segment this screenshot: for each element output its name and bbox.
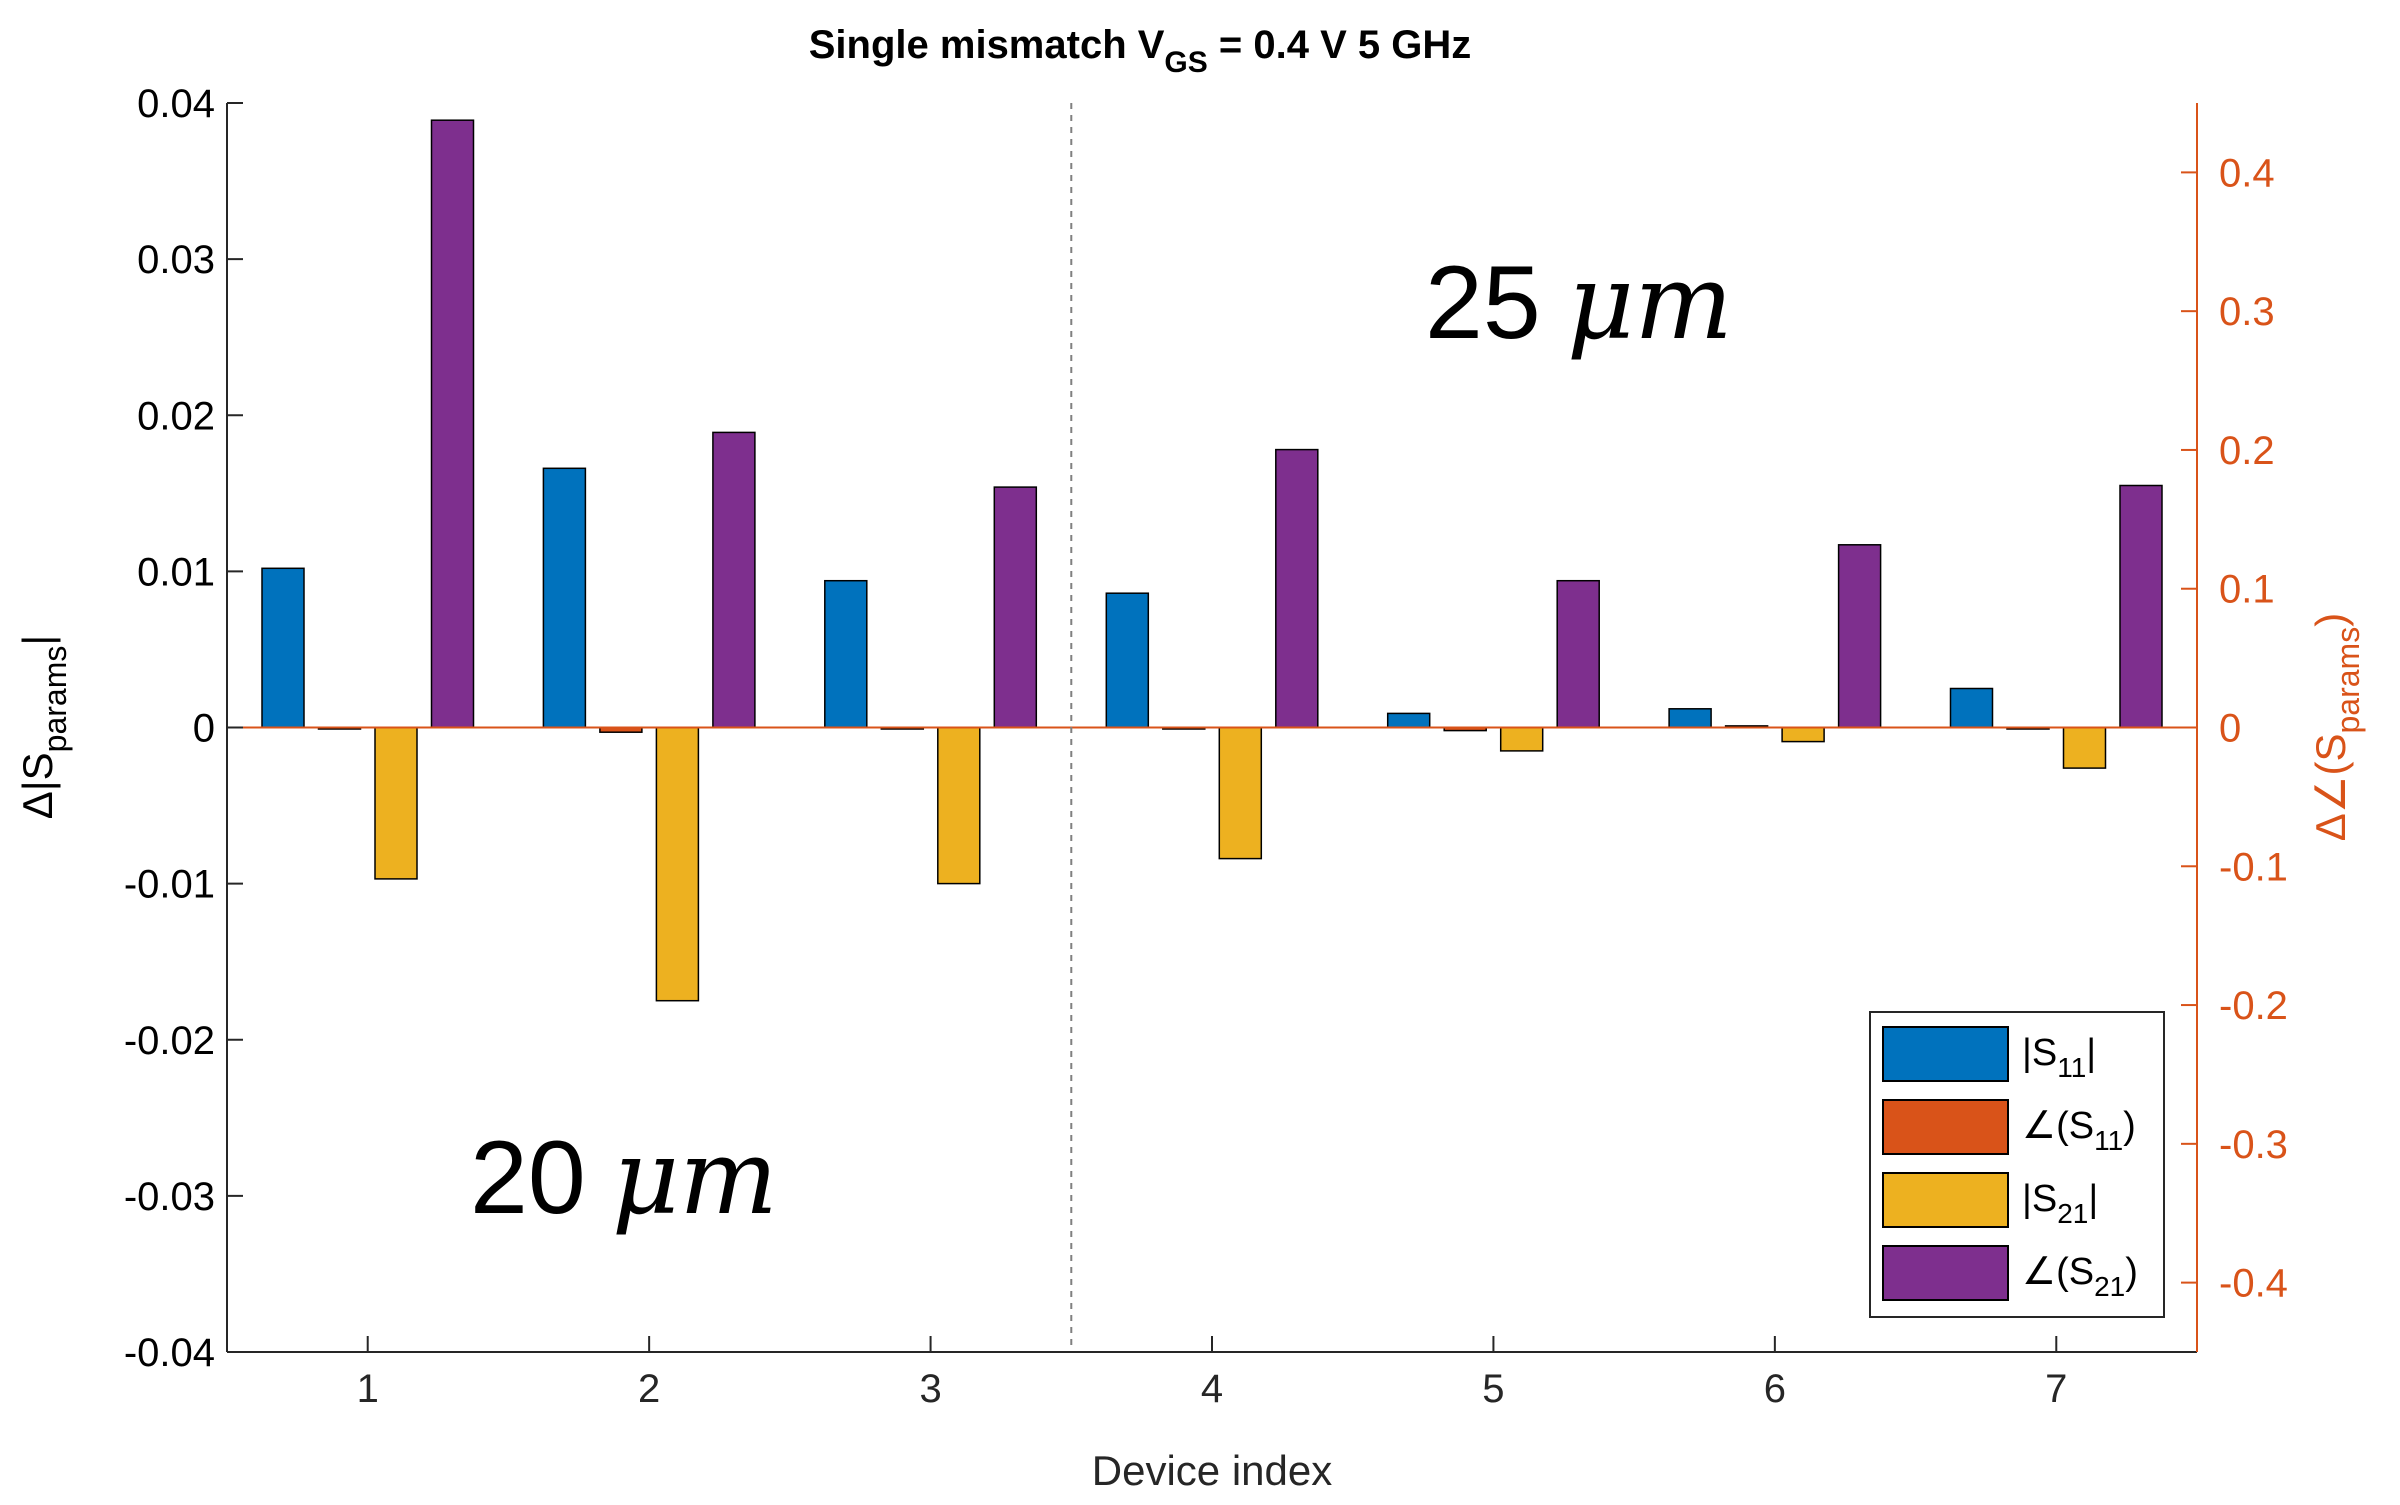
- legend-swatch-s11-phase: [1882, 1099, 2009, 1155]
- legend: |S11| ∠(S11) |S21| ∠(S21): [1869, 1011, 2165, 1318]
- legend-entry-s21-mag: |S21|: [1882, 1172, 2098, 1229]
- y-left-tick-label: -0.02: [124, 1019, 215, 1063]
- x-tick-label: 1: [357, 1367, 379, 1411]
- legend-swatch-s11-mag: [1882, 1026, 2009, 1082]
- bar-s21-device-1: [430, 119, 475, 729]
- bar-s11-device-2: [542, 467, 587, 729]
- y-left-tick-label: 0.01: [137, 550, 215, 594]
- legend-entry-s21-phase: ∠(S21): [1882, 1245, 2138, 1302]
- x-tick-label: 7: [2045, 1367, 2067, 1411]
- legend-swatch-s21-mag: [1882, 1172, 2009, 1228]
- bar-s11-device-1: [261, 567, 305, 729]
- y-right-tick-label: 0.3: [2219, 290, 2275, 334]
- annotation-20um: 20 μm: [470, 1116, 778, 1238]
- legend-label-s21-mag: |S21|: [2022, 1178, 2098, 1229]
- bar-s21-device-6: [1837, 544, 1882, 729]
- y-right-tick-label: 0.4: [2219, 151, 2275, 195]
- bar-s21-device-2: [655, 726, 700, 1002]
- bar-s21-device-2: [712, 431, 756, 729]
- bar-s21-device-4: [1218, 726, 1263, 860]
- bar-s11-device-4: [1105, 592, 1150, 729]
- bar-s21-device-5: [1499, 726, 1544, 752]
- y-left-tick-label: 0.04: [137, 82, 215, 126]
- legend-entry-s11-mag: |S11|: [1882, 1026, 2096, 1083]
- legend-entry-s11-phase: ∠(S11): [1882, 1099, 2136, 1156]
- bar-s11-device-6: [1668, 708, 1712, 729]
- x-tick-label: 4: [1201, 1367, 1223, 1411]
- bar-s21-device-1: [374, 726, 418, 880]
- y-left-tick-label: 0.02: [137, 394, 215, 438]
- legend-swatch-s21-phase: [1882, 1245, 2009, 1301]
- x-tick-label: 6: [1764, 1367, 1786, 1411]
- legend-label-s11-phase: ∠(S11): [2022, 1105, 2136, 1156]
- bar-s11-device-5: [1386, 712, 1431, 729]
- x-tick-label: 3: [919, 1367, 941, 1411]
- annotation-25um: 25 μm: [1425, 241, 1733, 363]
- y-right-tick-label: -0.1: [2219, 845, 2288, 889]
- legend-label-s21-phase: ∠(S21): [2022, 1251, 2138, 1302]
- bar-s11-device-7: [1949, 687, 1994, 729]
- bar-s21-device-3: [937, 726, 981, 885]
- y-left-tick-label: 0: [193, 707, 215, 751]
- bar-s21-device-7: [2062, 726, 2107, 769]
- bar-s21-device-3: [993, 486, 1038, 729]
- y-right-tick-label: -0.2: [2219, 984, 2288, 1028]
- bars-layer: [261, 119, 2163, 1002]
- axes-layer: 0.04 0.03 0.02 0.01 0 -0.01 -0.02 -0.03 -0.04 0.4…: [124, 82, 2288, 1411]
- y-right-tick-label: -0.3: [2219, 1123, 2288, 1167]
- chart-title: Single mismatch VGS = 0.4 V 5 GHz: [809, 23, 1472, 79]
- bar-s21-device-6: [1781, 726, 1825, 743]
- y-left-tick-label: -0.03: [124, 1175, 215, 1219]
- y-axis-left-label: Δ|Sparams|: [14, 635, 73, 820]
- x-axis-label: Device index: [1092, 1447, 1332, 1494]
- y-left-tick-label: 0.03: [137, 238, 215, 282]
- y-axis-right-label: Δ∠(Sparams): [2307, 613, 2366, 841]
- legend-label-s11-mag: |S11|: [2022, 1032, 2096, 1083]
- x-tick-label: 2: [638, 1367, 660, 1411]
- y-left-tick-label: -0.04: [124, 1331, 215, 1375]
- bar-s21-device-4: [1275, 448, 1319, 729]
- bar-s21-device-5: [1556, 579, 1600, 729]
- bar-s11-device-3: [824, 579, 868, 729]
- y-right-tick-label: 0: [2219, 707, 2241, 751]
- bar-s21-device-7: [2119, 484, 2163, 729]
- y-left-tick-label: -0.01: [124, 863, 215, 907]
- y-right-tick-label: 0.1: [2219, 568, 2275, 612]
- y-right-tick-label: 0.2: [2219, 429, 2275, 473]
- y-right-tick-label: -0.4: [2219, 1262, 2288, 1306]
- x-tick-label: 5: [1482, 1367, 1504, 1411]
